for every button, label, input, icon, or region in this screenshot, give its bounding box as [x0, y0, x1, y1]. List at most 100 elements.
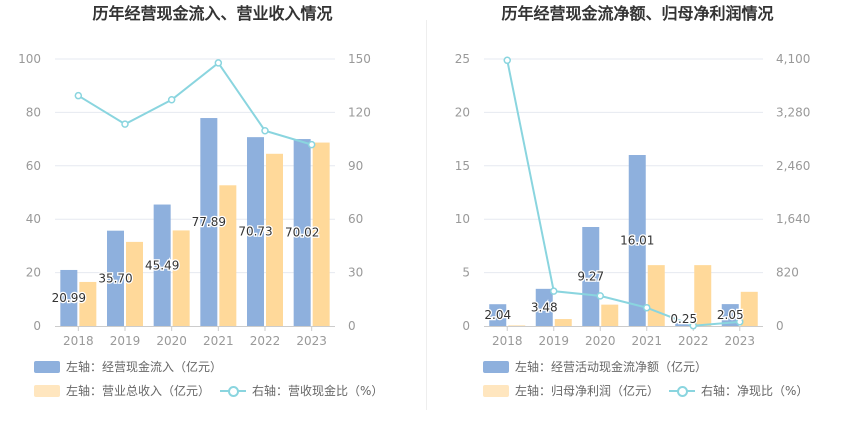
- series-line: [77, 61, 312, 146]
- legend-swatch: [220, 385, 246, 397]
- x-tick-label: 2020: [585, 334, 616, 348]
- legend-label: 左轴：经营活动现金流净额（亿元）: [515, 360, 708, 374]
- y-right-tick-label: 0: [776, 319, 784, 333]
- bar: [107, 230, 124, 326]
- data-label: 35.70: [98, 271, 132, 285]
- line-point: [74, 91, 83, 100]
- chart-title: 历年经营现金流入、营业收入情况: [92, 4, 333, 23]
- y-left-tick-label: 40: [26, 212, 41, 226]
- data-label: 70.73: [238, 225, 272, 239]
- line-point: [214, 59, 223, 67]
- legend-item[interactable]: 左轴：归母净利润（亿元）: [483, 383, 659, 399]
- y-left-tick-label: 5: [462, 266, 470, 280]
- data-label: 2.04: [484, 308, 511, 322]
- line-point: [736, 318, 744, 326]
- y-left-tick-label: 0: [33, 319, 41, 333]
- data-label: 3.48: [531, 300, 558, 314]
- x-tick-label: 2019: [110, 334, 141, 348]
- legend-swatch: [483, 361, 509, 373]
- legend-item[interactable]: 左轴：营业总收入（亿元）: [34, 383, 210, 399]
- data-label: 16.01: [620, 234, 654, 248]
- data-label: 0.25: [670, 312, 697, 326]
- legend-swatch: [483, 385, 509, 397]
- legend-item[interactable]: 右轴：净现比（%）: [669, 383, 808, 399]
- bar: [60, 269, 78, 326]
- line-point: [307, 140, 316, 149]
- y-right-tick-label: 1,640: [776, 212, 810, 226]
- bar: [153, 204, 171, 326]
- bar: [489, 304, 507, 326]
- y-right-tick-label: 150: [348, 52, 371, 66]
- y-left-tick-label: 20: [26, 266, 41, 280]
- x-tick-label: 2022: [250, 334, 281, 348]
- bar: [554, 319, 572, 326]
- line-point: [261, 126, 269, 135]
- y-right-tick-label: 90: [348, 159, 363, 173]
- x-tick-label: 2022: [678, 334, 709, 348]
- data-label: 45.49: [145, 258, 179, 272]
- bar: [293, 139, 311, 326]
- legend-label: 右轴：净现比（%）: [701, 384, 809, 398]
- y-left-tick-label: 0: [462, 319, 470, 333]
- legend-item[interactable]: 右轴：营收现金比（%）: [220, 383, 383, 399]
- bar: [219, 185, 237, 326]
- bar: [126, 241, 143, 326]
- y-left-tick-label: 15: [455, 159, 470, 173]
- legend-swatch: [34, 361, 60, 373]
- bar: [721, 304, 739, 326]
- chart-panel-right: 历年经营现金流净额、归母净利润情况 0 5 10 15 20 25 0 820 1,640 2,4…: [425, 0, 850, 437]
- line-point: [503, 56, 511, 65]
- y-right-tick-label: 3,280: [776, 105, 810, 119]
- bar: [740, 291, 758, 326]
- legend-item[interactable]: 左轴：经营现金流入（亿元）: [34, 359, 222, 375]
- y-right-tick-label: 0: [348, 319, 356, 333]
- data-label: 77.89: [192, 215, 226, 229]
- bar: [601, 304, 619, 326]
- y-left-tick-label: 60: [26, 159, 41, 173]
- series-line: [506, 60, 740, 327]
- y-left-tick-label: 20: [455, 105, 470, 119]
- legend-label: 左轴：归母净利润（亿元）: [515, 384, 660, 398]
- chart-title: 历年经营现金流净额、归母净利润情况: [501, 4, 774, 23]
- legend-swatch: [669, 385, 695, 397]
- legend-swatch: [34, 385, 60, 397]
- data-label: 20.99: [52, 291, 86, 305]
- y-right-tick-label: 60: [348, 212, 363, 226]
- legend-label: 左轴：营业总收入（亿元）: [66, 384, 211, 398]
- legend-label: 左轴：经营现金流入（亿元）: [66, 360, 223, 374]
- line-point: [121, 120, 129, 128]
- y-left-tick-label: 80: [26, 105, 41, 119]
- bar: [79, 281, 97, 326]
- line-point: [689, 321, 697, 330]
- line-point: [167, 96, 176, 104]
- panel-divider: [426, 20, 427, 410]
- legend-label: 右轴：营收现金比（%）: [252, 384, 384, 398]
- data-label: 9.27: [577, 269, 604, 283]
- bar: [582, 226, 600, 326]
- chart-panel-left: 历年经营现金流入、营业收入情况 0 20 40 60 80 100 0 30 60 90 120 15…: [18, 4, 383, 399]
- x-tick-label: 2018: [492, 334, 523, 348]
- y-left-tick-label: 10: [455, 212, 470, 226]
- line-point: [596, 292, 604, 300]
- chart-plot: 0 20 40 60 80 100 0 30 60 90 120 150 2018 2019 2020 202…: [18, 52, 371, 348]
- y-left-tick-label: 100: [18, 52, 41, 66]
- x-tick-label: 2023: [296, 334, 327, 348]
- bar: [247, 137, 264, 326]
- bar: [628, 155, 646, 326]
- x-tick-label: 2020: [156, 334, 187, 348]
- y-right-tick-label: 120: [348, 105, 371, 119]
- legend-item[interactable]: 左轴：经营活动现金流净额（亿元）: [483, 359, 707, 375]
- bar: [675, 323, 693, 326]
- data-label: 2.05: [717, 308, 744, 322]
- bar: [172, 230, 190, 326]
- line-point: [643, 303, 651, 312]
- x-tick-label: 2023: [724, 334, 755, 348]
- x-tick-label: 2021: [203, 334, 234, 348]
- bar: [200, 118, 218, 327]
- bar: [647, 265, 665, 326]
- y-right-tick-label: 4,100: [776, 52, 810, 66]
- bar: [694, 265, 712, 326]
- chart-plot: 0 5 10 15 20 25 0 820 1,640 2,460 3,280 4,100 2018 20…: [455, 52, 811, 348]
- x-tick-label: 2021: [631, 334, 662, 348]
- bar: [535, 288, 553, 326]
